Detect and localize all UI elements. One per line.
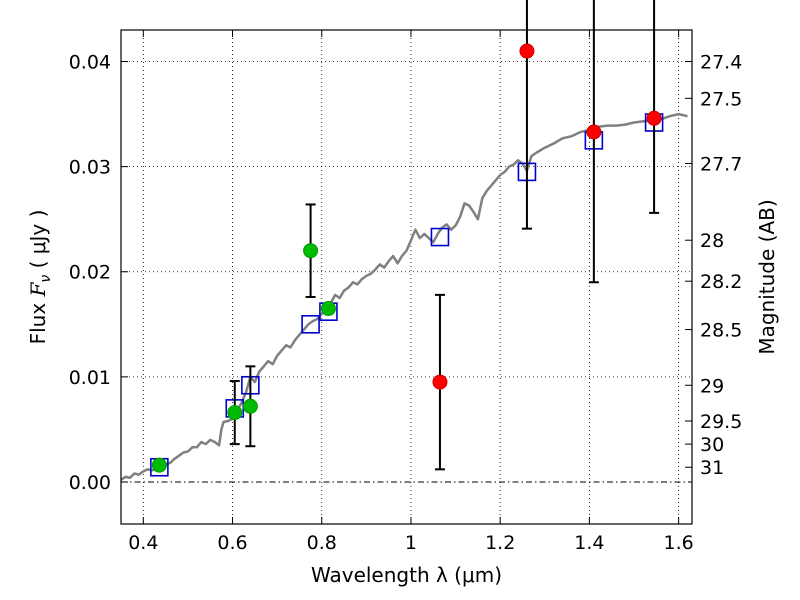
y2-axis-label: Magnitude (AB) bbox=[755, 199, 779, 354]
nir-detection-point bbox=[432, 374, 448, 390]
nir-detection-point bbox=[646, 110, 662, 126]
optical-detection-point bbox=[320, 301, 336, 317]
x-tick-label: 1.6 bbox=[664, 532, 694, 554]
y-tick-label: 0.01 bbox=[69, 367, 111, 389]
magnitude-tick-label: 28.5 bbox=[700, 320, 742, 342]
optical-detection-point bbox=[151, 457, 167, 473]
x-tick-label: 0.6 bbox=[217, 532, 247, 554]
x-tick-label: 0.4 bbox=[128, 532, 158, 554]
magnitude-tick-label: 29 bbox=[700, 375, 724, 397]
magnitude-tick-label: 28.2 bbox=[700, 271, 742, 293]
y-axis-label-subscript: ν bbox=[38, 275, 54, 283]
x-tick-label: 1 bbox=[405, 532, 417, 554]
tick-layer: 0.4 0.6 0.8 1 1.2 1.4 1.6 0.00 0.01 0.02 0.03 0.04 2… bbox=[69, 30, 742, 554]
magnitude-tick-label: 31 bbox=[700, 457, 724, 479]
x-tick-label: 0.8 bbox=[307, 532, 337, 554]
y-tick-label: 0.04 bbox=[69, 52, 111, 74]
y-axis-label-prefix: Flux bbox=[26, 296, 50, 344]
magnitude-tick-label: 28 bbox=[700, 230, 724, 252]
x-axis-label: Wavelength λ (μm) bbox=[311, 563, 502, 587]
magnitude-tick-label: 30 bbox=[700, 434, 724, 456]
model-photometry-square bbox=[301, 314, 320, 334]
y-axis-label-symbol: F bbox=[26, 281, 50, 297]
y-axis-label: Flux Fν ( μJy ) bbox=[26, 210, 54, 345]
nir-detection-point bbox=[519, 43, 535, 59]
y-axis-label-unit: ( μJy ) bbox=[26, 210, 50, 275]
plot-frame bbox=[120, 29, 693, 525]
model-photometry-square bbox=[430, 227, 450, 247]
magnitude-tick-label: 29.5 bbox=[700, 411, 742, 433]
y-tick-label: 0.02 bbox=[69, 262, 111, 284]
x-tick-label: 1.2 bbox=[485, 532, 515, 554]
optical-detection-point bbox=[303, 243, 319, 259]
y-tick-label: 0.00 bbox=[69, 472, 111, 494]
optical-detection-point bbox=[242, 398, 258, 414]
x-tick-label: 1.4 bbox=[574, 532, 604, 554]
magnitude-tick-label: 27.5 bbox=[700, 88, 742, 110]
y-tick-label: 0.03 bbox=[69, 157, 111, 179]
magnitude-tick-label: 27.4 bbox=[700, 52, 742, 74]
magnitude-tick-label: 27.7 bbox=[700, 153, 742, 175]
optical-detection-point bbox=[227, 405, 243, 421]
series-layer bbox=[120, 0, 688, 481]
nir-detection-point bbox=[586, 124, 602, 140]
